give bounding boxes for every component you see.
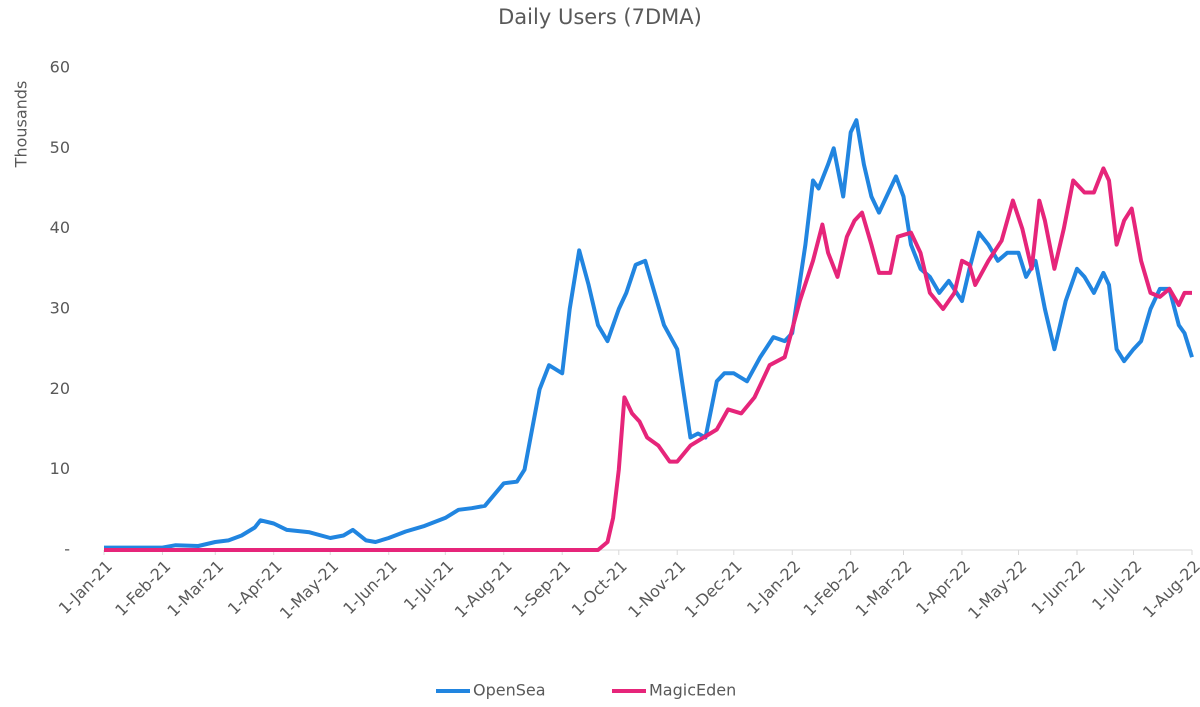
x-tick-label: 1-Dec-21 bbox=[681, 557, 746, 622]
y-tick-label: 10 bbox=[50, 459, 70, 478]
x-tick-label: 1-Sep-21 bbox=[510, 557, 575, 622]
legend-label: OpenSea bbox=[473, 681, 546, 700]
x-tick-label: 1-Feb-21 bbox=[111, 557, 174, 620]
y-tick-label: - bbox=[64, 540, 70, 559]
x-tick-label: 1-Mar-22 bbox=[852, 557, 916, 621]
y-tick-label: 20 bbox=[50, 379, 70, 398]
y-tick-label: 30 bbox=[50, 299, 70, 318]
x-tick-label: 1-Nov-21 bbox=[624, 557, 689, 622]
x-tick-label: 1-Oct-21 bbox=[568, 557, 631, 620]
x-tick-label: 1-May-21 bbox=[276, 557, 342, 623]
x-tick-label: 1-Jul-21 bbox=[400, 557, 457, 614]
x-tick-label: 1-Jul-22 bbox=[1088, 557, 1145, 614]
x-tick-label: 1-May-22 bbox=[964, 557, 1030, 623]
y-axis-label: Thousands bbox=[12, 81, 31, 169]
series-line bbox=[104, 166, 1192, 552]
x-tick-label: 1-Jan-22 bbox=[743, 557, 804, 618]
series-line bbox=[104, 118, 1194, 550]
y-tick-label: 40 bbox=[50, 218, 70, 237]
y-tick-label: 60 bbox=[50, 58, 70, 77]
chart-title: Daily Users (7DMA) bbox=[498, 5, 702, 29]
legend-label: MagicEden bbox=[649, 681, 736, 700]
x-tick-label: 1-Jun-22 bbox=[1027, 557, 1089, 619]
x-tick-label: 1-Mar-21 bbox=[163, 557, 227, 621]
x-tick-label: 1-Feb-22 bbox=[799, 557, 862, 620]
x-tick-label: 1-Aug-22 bbox=[1139, 557, 1200, 622]
y-tick-label: 50 bbox=[50, 138, 70, 157]
x-tick-label: 1-Jan-21 bbox=[55, 557, 116, 618]
x-tick-label: 1-Jun-21 bbox=[339, 557, 401, 619]
x-tick-label: 1-Aug-21 bbox=[451, 557, 516, 622]
